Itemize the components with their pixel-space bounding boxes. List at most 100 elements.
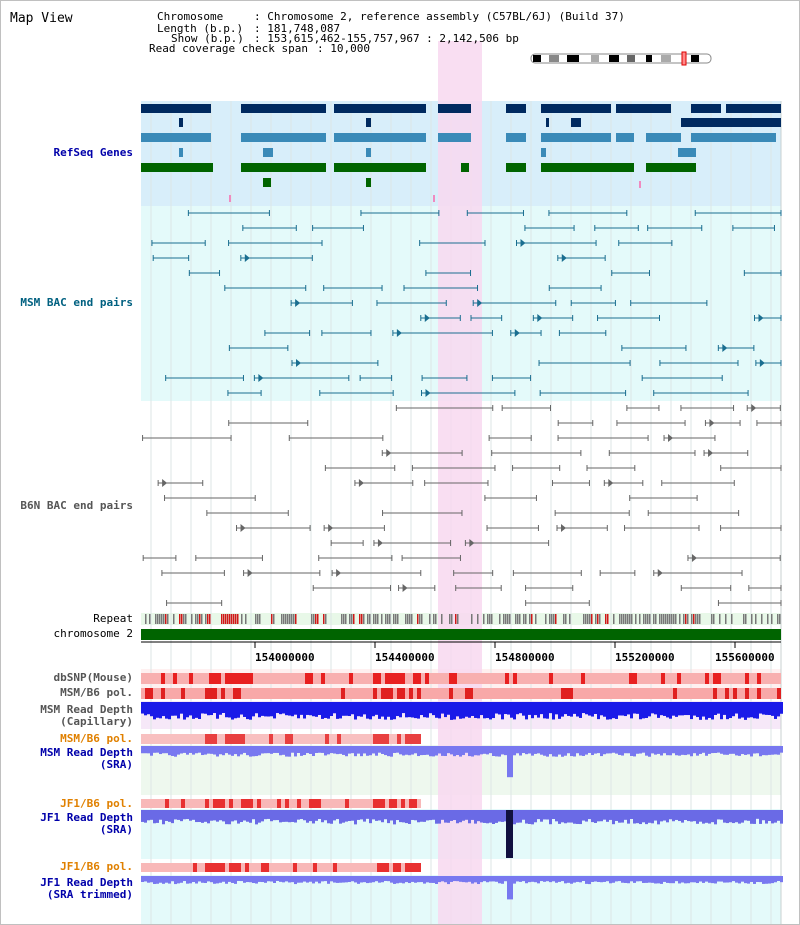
read-depth-bar (606, 702, 609, 720)
polymorphism-cell (581, 673, 585, 684)
polymorphism-cell (493, 673, 497, 684)
read-depth-bar (237, 702, 240, 718)
polymorphism-cell (213, 734, 217, 744)
read-depth-bar (603, 702, 606, 717)
read-depth-bar (177, 876, 180, 884)
polymorphism-cell (309, 863, 313, 872)
polymorphism-cell (325, 863, 329, 872)
repeat-element (731, 614, 733, 624)
read-depth-bar (258, 746, 261, 756)
read-depth-bar (294, 702, 297, 715)
read-depth-bar (723, 810, 726, 823)
read-depth-bar (633, 876, 636, 883)
read-depth-bar (297, 810, 300, 820)
read-depth-bar (345, 810, 348, 822)
read-depth-bar (348, 876, 351, 883)
track-label-chromosome[interactable]: chromosome 2 (53, 627, 133, 640)
read-depth-bar (300, 876, 303, 883)
track-label-msm-depth-sra[interactable]: MSM Read Depth (SRA) (40, 746, 133, 771)
polymorphism-cell (697, 673, 701, 684)
repeat-element (411, 614, 413, 624)
read-depth-bar (669, 746, 672, 756)
read-depth-bar (582, 702, 585, 714)
read-depth-bar (600, 810, 603, 822)
read-depth-bar (294, 810, 297, 823)
track-label-jf1-depth-sra[interactable]: JF1 Read Depth (SRA) (40, 811, 133, 836)
track-label-dbsnp[interactable]: dbSNP(Mouse) (53, 671, 133, 684)
read-depth-bar (711, 702, 714, 720)
polymorphism-cell (385, 734, 389, 744)
read-depth-bar (327, 702, 330, 719)
polymorphism-cell (325, 688, 329, 699)
track-label-msm-b6-pol-1[interactable]: MSM/B6 pol. (60, 686, 133, 699)
polymorphism-cell (273, 799, 277, 808)
read-depth-bar (267, 810, 270, 819)
gene-model (366, 148, 371, 157)
polymorphism-cell (445, 688, 449, 699)
polymorphism-cell (561, 673, 565, 684)
read-depth-bar (438, 810, 441, 824)
track-label-jf1-b6-pol-2[interactable]: JF1/B6 pol. (60, 860, 133, 873)
read-depth-peak (506, 810, 513, 858)
track-label-refseq-genes[interactable]: RefSeq Genes (53, 146, 133, 159)
track-label-repeat[interactable]: Repeat (93, 612, 133, 625)
polymorphism-cell (509, 688, 513, 699)
read-depth-bar (681, 746, 684, 755)
polymorphism-cell (733, 688, 737, 699)
polymorphism-cell (421, 673, 425, 684)
axis-tick-label: 154400000 (375, 651, 435, 664)
track-label-msm-b6-pol-2[interactable]: MSM/B6 pol. (60, 732, 133, 745)
repeat-element (627, 614, 629, 624)
polymorphism-cell (209, 734, 213, 744)
polymorphism-cell (769, 673, 773, 684)
track-label-msm-bac[interactable]: MSM BAC end pairs (20, 296, 133, 309)
read-depth-bar (381, 810, 384, 823)
read-depth-bar (681, 876, 684, 883)
repeat-element (713, 614, 715, 624)
gene-model (141, 163, 213, 172)
repeat-element (209, 614, 211, 624)
read-depth-bar (372, 810, 375, 820)
polymorphism-cell (361, 673, 365, 684)
read-depth-bar (255, 876, 258, 884)
track-label-jf1-depth-trimmed[interactable]: JF1 Read Depth (SRA trimmed) (40, 876, 133, 901)
read-depth-bar (255, 810, 258, 825)
read-depth-bar (219, 810, 222, 821)
polymorphism-cell (361, 863, 365, 872)
repeat-element (691, 614, 693, 624)
polymorphism-cell (461, 673, 465, 684)
gene-model (263, 148, 273, 157)
read-depth-bar (702, 746, 705, 753)
read-depth-bar (144, 702, 147, 716)
polymorphism-cell (749, 673, 753, 684)
read-depth-bar (240, 810, 243, 823)
read-depth-bar (303, 810, 306, 821)
read-depth-bar (426, 810, 429, 821)
read-depth-bar (495, 702, 498, 714)
read-depth-bar (468, 702, 471, 718)
read-depth-bar (639, 702, 642, 720)
read-depth-bar (279, 876, 282, 882)
read-depth-bar (243, 702, 246, 717)
track-label-jf1-b6-pol-1[interactable]: JF1/B6 pol. (60, 797, 133, 810)
repeat-element (343, 614, 345, 624)
read-depth-bar (465, 810, 468, 820)
repeat-element (395, 614, 397, 624)
polymorphism-cell (173, 799, 177, 808)
gene-model (179, 118, 183, 127)
read-depth-bar (669, 810, 672, 820)
polymorphism-cell (433, 673, 437, 684)
read-depth-bar (357, 746, 360, 754)
repeat-element (625, 614, 627, 624)
polymorphism-cell (221, 799, 225, 808)
polymorphism-cell (677, 673, 681, 684)
read-depth-bar (699, 876, 702, 882)
read-depth-bar (765, 746, 768, 756)
track-label-b6n-bac[interactable]: B6N BAC end pairs (20, 499, 133, 512)
track-label-msm-depth-capillary[interactable]: MSM Read Depth (Capillary) (40, 703, 133, 728)
read-depth-bar (579, 876, 582, 883)
read-depth-bar (723, 746, 726, 755)
read-depth-bar (492, 746, 495, 756)
read-depth-bar (501, 702, 504, 720)
